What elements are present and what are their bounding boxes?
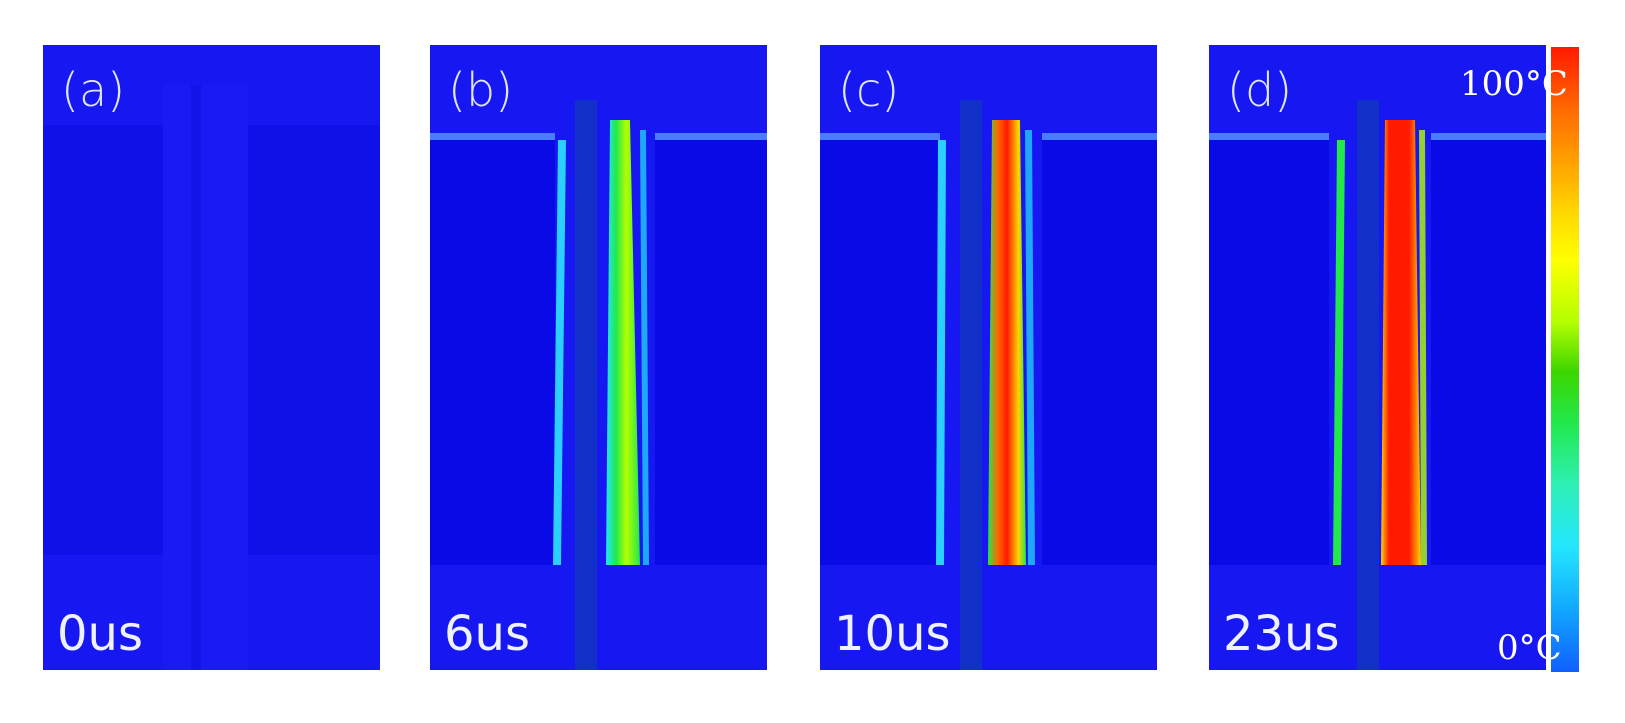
thermal-panel-a: (a) 0us	[43, 45, 380, 670]
thermal-image-a	[43, 45, 380, 670]
thermal-panel-c: (c) 10us	[820, 45, 1157, 670]
time-label-a: 0us	[57, 606, 143, 662]
panel-label-b: (b)	[448, 63, 514, 117]
panel-label-d: (d)	[1227, 63, 1293, 117]
thermal-panel-b: (b) 6us	[430, 45, 767, 670]
thermal-panel-d: (d) 23us	[1209, 45, 1546, 670]
time-label-b: 6us	[444, 606, 530, 662]
temperature-colorbar	[1551, 47, 1579, 672]
thermal-image-b	[430, 45, 767, 670]
thermal-image-c	[820, 45, 1157, 670]
time-label-d: 23us	[1223, 606, 1340, 662]
thermal-image-d	[1209, 45, 1546, 670]
panel-label-a: (a)	[61, 63, 126, 117]
colorbar-min-label: 0°C	[1497, 628, 1562, 668]
colorbar-max-label: 100°C	[1460, 64, 1568, 104]
time-label-c: 10us	[834, 606, 951, 662]
panel-label-c: (c)	[838, 63, 900, 117]
